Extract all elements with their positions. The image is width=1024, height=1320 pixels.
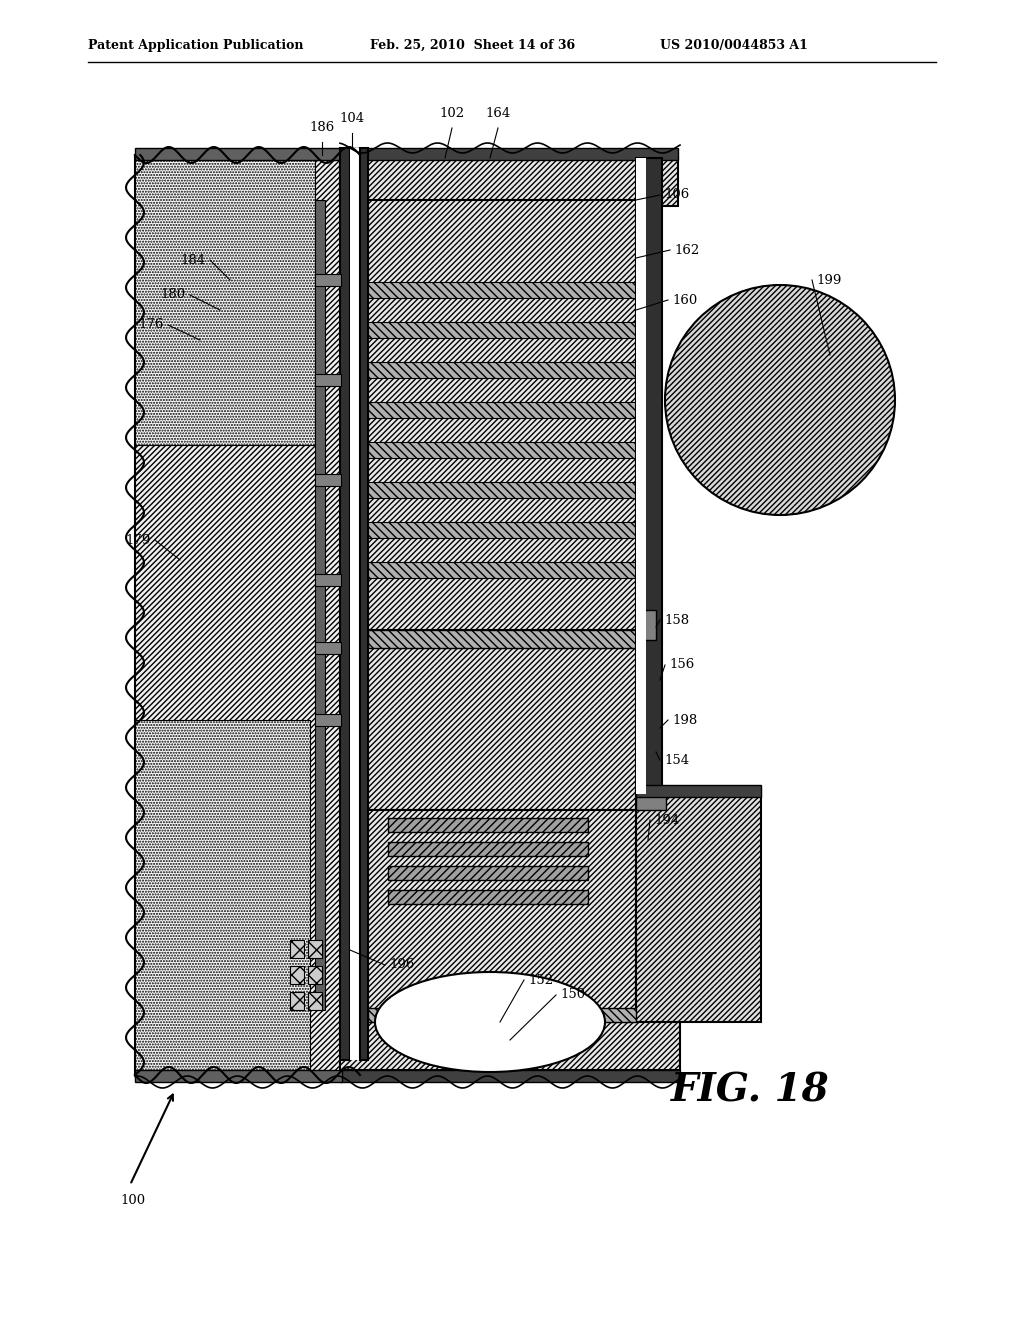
Bar	[368, 403, 636, 418]
Text: 156: 156	[669, 659, 694, 672]
Bar	[340, 1071, 680, 1082]
Bar	[315, 574, 341, 586]
Bar	[315, 474, 341, 486]
Bar	[368, 521, 636, 539]
Text: 160: 160	[672, 293, 697, 306]
Text: 102: 102	[439, 107, 465, 120]
Text: 196: 196	[389, 958, 415, 972]
Bar	[315, 374, 341, 385]
Bar	[290, 966, 304, 983]
Bar	[135, 148, 342, 160]
Bar	[388, 818, 588, 832]
Ellipse shape	[375, 972, 605, 1072]
Bar	[636, 610, 656, 640]
Bar	[368, 362, 636, 378]
Text: 176: 176	[138, 318, 164, 331]
Bar	[135, 1071, 342, 1082]
Text: FIG. 18: FIG. 18	[671, 1071, 829, 1109]
Bar	[340, 148, 350, 1060]
Bar	[368, 442, 636, 458]
Text: 152: 152	[528, 974, 553, 986]
Bar	[315, 642, 341, 653]
Bar	[368, 322, 636, 338]
Bar	[636, 158, 662, 795]
Bar	[368, 282, 636, 298]
Bar	[636, 789, 666, 810]
Bar	[135, 154, 315, 445]
Bar	[290, 940, 304, 958]
Ellipse shape	[665, 285, 895, 515]
Text: 104: 104	[339, 112, 365, 125]
Text: 162: 162	[674, 243, 699, 256]
Text: 186: 186	[309, 121, 335, 135]
Bar	[368, 482, 636, 498]
Bar	[368, 201, 636, 630]
Bar	[308, 940, 322, 958]
Text: 184: 184	[181, 253, 206, 267]
Text: Patent Application Publication: Patent Application Publication	[88, 38, 303, 51]
Bar	[315, 201, 325, 1010]
Bar	[368, 648, 636, 810]
Bar	[340, 148, 678, 160]
Bar	[388, 890, 588, 904]
Text: 164: 164	[485, 107, 511, 120]
Text: 179: 179	[126, 533, 151, 546]
Bar	[388, 866, 588, 880]
Bar	[135, 719, 310, 1080]
Text: US 2010/0044853 A1: US 2010/0044853 A1	[660, 38, 808, 51]
Bar	[290, 993, 304, 1010]
Bar	[368, 810, 636, 1010]
Bar	[315, 275, 341, 286]
Bar	[368, 630, 636, 648]
Bar	[636, 158, 646, 795]
Bar	[368, 1008, 636, 1022]
Bar	[340, 1022, 680, 1071]
Text: 150: 150	[560, 989, 585, 1002]
Text: 158: 158	[664, 614, 689, 627]
Bar	[368, 562, 636, 578]
Bar	[308, 966, 322, 983]
Text: 106: 106	[664, 189, 689, 202]
Text: 199: 199	[816, 273, 842, 286]
Bar	[315, 714, 341, 726]
Bar	[135, 154, 355, 1074]
Bar	[340, 158, 678, 206]
Text: 100: 100	[120, 1193, 145, 1206]
Bar	[388, 842, 588, 855]
Text: 198: 198	[672, 714, 697, 726]
Bar	[636, 789, 761, 1022]
Text: 180: 180	[161, 289, 186, 301]
Bar	[360, 148, 368, 1060]
Text: Feb. 25, 2010  Sheet 14 of 36: Feb. 25, 2010 Sheet 14 of 36	[370, 38, 575, 51]
Text: 194: 194	[654, 813, 679, 826]
Text: 154: 154	[664, 754, 689, 767]
Bar	[636, 785, 761, 797]
Bar	[350, 148, 360, 1060]
Bar	[308, 993, 322, 1010]
